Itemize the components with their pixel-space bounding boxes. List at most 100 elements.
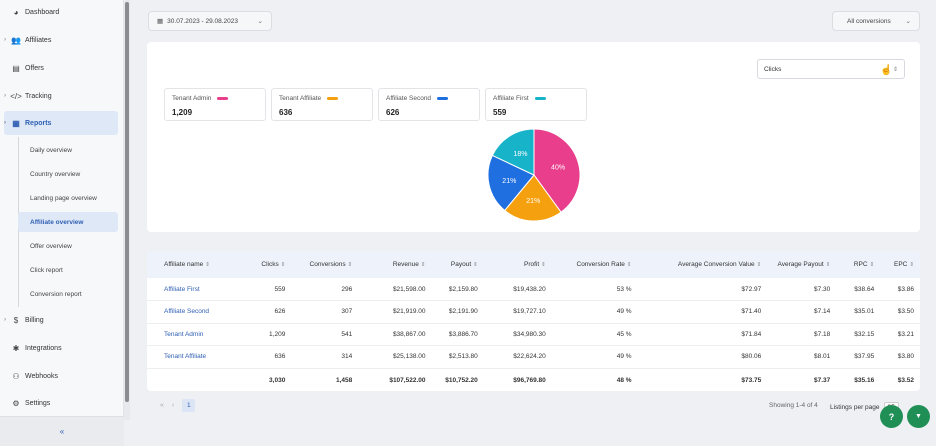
totals-cell: $7.37: [813, 376, 831, 384]
help-button[interactable]: ?: [880, 405, 903, 428]
sidebar-subitem-conversion-report[interactable]: Conversion report: [30, 290, 82, 298]
column-header-label: EPC: [894, 261, 908, 268]
table-cell: 49 %: [551, 345, 638, 369]
sidebar-item-integrations[interactable]: ✱ Integrations: [4, 336, 118, 360]
column-header-conversion-rate[interactable]: Conversion Rate ⇕: [551, 251, 638, 278]
offers-icon: ▤: [12, 63, 20, 73]
legend-swatch: [327, 97, 339, 100]
column-header-epc[interactable]: EPC ⇕: [880, 251, 920, 278]
table-cell: $32.15: [836, 323, 881, 346]
table-cell: $3.50: [880, 300, 920, 324]
pie-slice-tenant-admin[interactable]: [533, 128, 581, 213]
pie-slice-affiliate-first[interactable]: [491, 128, 535, 176]
sort-icon: ⇕: [347, 262, 353, 268]
sidebar-item-tracking[interactable]: › </> Tracking: [4, 84, 118, 108]
totals-cell: 1,458: [335, 376, 353, 384]
collapse-icon: «: [59, 427, 65, 436]
table-cell: $7.14: [767, 300, 837, 324]
sidebar-subitem-offer-overview[interactable]: Offer overview: [30, 242, 72, 250]
page-1-button[interactable]: 1: [182, 399, 196, 412]
column-header-conversions[interactable]: Conversions ⇕: [291, 251, 359, 278]
metric-select[interactable]: Clicks ⇕: [757, 59, 905, 79]
legend-value: 1,209: [172, 108, 193, 117]
sidebar-item-offers[interactable]: ▤ Offers: [4, 56, 118, 80]
table-cell: $3,886.70: [431, 323, 484, 346]
select-arrows-icon: ⇕: [892, 66, 898, 73]
totals-cell: $96,769.80: [513, 376, 546, 384]
table-cell: $3.86: [880, 278, 920, 301]
sidebar-item-label: Integrations: [25, 344, 62, 352]
table-cell: $3.21: [880, 323, 920, 346]
listings-per-page-label: Listings per page: [830, 403, 880, 411]
sidebar-subitem-landing-page-overview[interactable]: Landing page overview: [30, 194, 97, 202]
sidebar-item-webhooks[interactable]: ⚇ Webhooks: [4, 364, 118, 388]
filter-fab-button[interactable]: ▼: [907, 405, 930, 428]
sidebar-collapse-button[interactable]: «: [0, 416, 124, 446]
sidebar-scrollbar[interactable]: [124, 0, 130, 420]
prev-page-button[interactable]: ‹: [171, 402, 175, 409]
sidebar-subitem-daily-overview[interactable]: Daily overview: [30, 146, 72, 154]
column-header-label: Payout: [450, 261, 472, 268]
sidebar-item-billing[interactable]: › $ Billing: [4, 308, 118, 332]
column-header-rpc[interactable]: RPC ⇕: [836, 251, 881, 278]
affiliate-name-link[interactable]: Tenant Admin: [147, 323, 248, 346]
sidebar-subitem-country-overview[interactable]: Country overview: [30, 170, 81, 178]
sort-icon: ⇕: [869, 262, 875, 268]
sidebar-item-label: Billing: [25, 316, 44, 324]
table-cell: $38.64: [836, 278, 881, 301]
affiliate-name-link[interactable]: Affiliate Second: [147, 300, 248, 324]
chevron-right-icon: ›: [4, 120, 6, 126]
pie-slice-tenant-affiliate[interactable]: [503, 174, 562, 222]
legend-card-affiliate-second: Affiliate Second 626: [378, 88, 480, 121]
sidebar-subitem-click-report[interactable]: Click report: [30, 266, 63, 274]
legend-label: Affiliate Second: [386, 95, 432, 102]
table-cell: $38,867.00: [358, 323, 432, 346]
table-cell: 1,209: [247, 323, 292, 346]
pie-slice-affiliate-second[interactable]: [487, 154, 535, 212]
first-page-button[interactable]: «: [160, 402, 164, 409]
showing-count: Showing 1-4 of 4: [769, 402, 818, 409]
filter-icon: ▼: [915, 413, 922, 420]
sort-icon: ⇕: [280, 262, 286, 268]
sidebar-item-affiliates[interactable]: › 👥 Affiliates: [4, 28, 118, 52]
column-header-average-conversion-value[interactable]: Average Conversion Value ⇕: [637, 251, 768, 278]
table-cell: $3.80: [880, 345, 920, 369]
column-header-average-payout[interactable]: Average Payout ⇕: [767, 251, 837, 278]
table-cell: $34,980.30: [483, 323, 552, 346]
sort-icon: ⇕: [825, 262, 831, 268]
column-header-label: Average Payout: [777, 261, 824, 268]
table-cell: $71.84: [637, 323, 768, 346]
sort-icon: ⇕: [205, 262, 210, 268]
sidebar-subitem-affiliate-overview[interactable]: Affiliate overview: [18, 212, 118, 232]
metric-select-value: Clicks: [764, 65, 782, 73]
sidebar-item-label: Webhooks: [25, 372, 58, 380]
conversions-filter[interactable]: All conversions ⌄: [832, 11, 920, 31]
column-header-affiliate-name[interactable]: Affiliate name ⇕: [147, 251, 248, 278]
sidebar: ◕ Dashboard › 👥 Affiliates ▤ Offers › </> Trackin…: [0, 0, 124, 446]
affiliate-name-link[interactable]: Tenant Affiliate: [147, 345, 248, 369]
date-range-picker[interactable]: ▦ 30.07.2023 - 29.08.2023 ⌄: [148, 11, 272, 31]
totals-row: 3,030 1,458 $107,522.00 $10,752.20 $96,769.8…: [147, 368, 920, 391]
column-header-payout[interactable]: Payout ⇕: [431, 251, 484, 278]
table-cell: $8.01: [767, 345, 837, 369]
table-cell: 49 %: [551, 300, 638, 324]
column-header-profit[interactable]: Profit ⇕: [483, 251, 552, 278]
table-cell: $21,598.00: [358, 278, 432, 301]
table-cell: $35.01: [836, 300, 881, 324]
scrollbar-thumb[interactable]: [125, 2, 129, 402]
sidebar-item-reports[interactable]: › ▦ Reports: [4, 111, 118, 135]
users-icon: 👥: [11, 35, 21, 45]
table-cell: 626: [247, 300, 292, 324]
affiliate-name-link[interactable]: Affiliate First: [147, 278, 248, 301]
sidebar-item-settings[interactable]: ⚙ Settings: [4, 391, 118, 415]
column-header-clicks[interactable]: Clicks ⇕: [247, 251, 292, 278]
column-header-revenue[interactable]: Revenue ⇕: [358, 251, 432, 278]
pagination: « ‹ 1: [160, 399, 196, 412]
totals-cell: $10,752.20: [445, 376, 478, 384]
table-row: Tenant Admin 1,209 541 $38,867.00 $3,886.70 $…: [147, 323, 920, 346]
totals-cell: $73.75: [741, 376, 762, 384]
sidebar-item-dashboard[interactable]: ◕ Dashboard: [4, 0, 118, 24]
legend-name: Tenant Admin: [172, 95, 258, 102]
pie-slice-label: 21%: [502, 178, 516, 185]
table-cell: $72.97: [637, 278, 768, 301]
